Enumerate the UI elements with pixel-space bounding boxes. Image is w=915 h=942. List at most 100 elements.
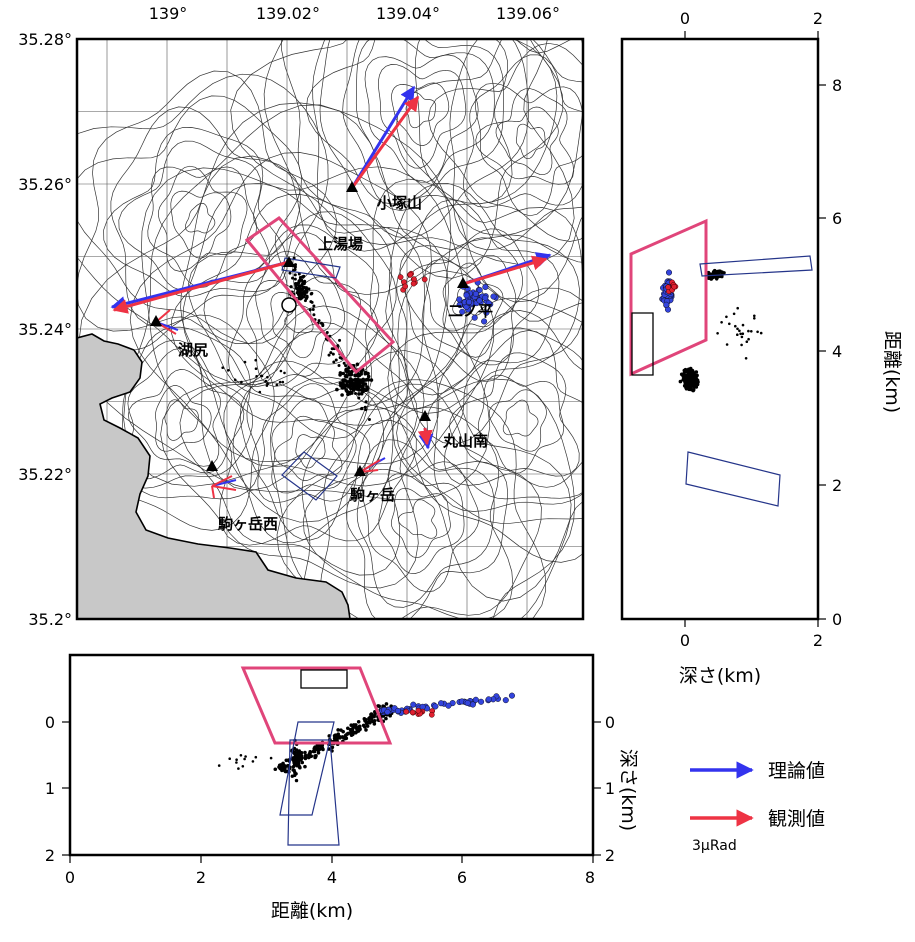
contour-line — [164, 399, 199, 441]
right-side-tick: 8 — [832, 76, 842, 95]
quake-dot — [303, 279, 307, 283]
bottom-x-tick: 0 — [65, 868, 75, 887]
quake-dot — [300, 291, 304, 295]
quake-dot — [740, 335, 744, 339]
bottom-left-tick: 1 — [45, 779, 55, 798]
station-label-kamiyuba: 上湯場 — [318, 235, 363, 253]
bottom-x-tick: 4 — [327, 868, 337, 887]
quake-dot — [358, 378, 363, 383]
quake-dot — [363, 371, 368, 376]
quake-dot — [293, 752, 297, 756]
quake-dot — [345, 380, 350, 384]
contour-line — [118, 140, 270, 291]
quake-dot — [663, 301, 670, 308]
quake-dot — [438, 700, 445, 707]
lat-tick: 35.24° — [18, 320, 72, 339]
quake-dot — [693, 376, 698, 381]
quake-dot — [753, 314, 756, 318]
contour-line — [299, 349, 572, 619]
quake-dot — [410, 280, 417, 287]
contour-line — [428, 42, 583, 242]
quake-dot — [684, 386, 689, 391]
quake-dot — [372, 722, 377, 726]
right-earthquakes — [659, 268, 763, 393]
quake-dot — [260, 374, 264, 378]
quake-dot — [288, 271, 292, 275]
quake-dot — [294, 748, 299, 752]
quake-dot — [296, 751, 300, 755]
contour-line — [415, 39, 583, 303]
quake-dot — [303, 755, 308, 759]
right-black-box — [631, 312, 654, 376]
station-label-maruyama-minami: 丸山南 — [442, 432, 488, 450]
quake-dot — [365, 724, 370, 728]
legend-observed-label: 観測値 — [768, 808, 825, 830]
quake-dot — [284, 764, 288, 768]
legend: 理論値 観測値 3μRad — [690, 760, 825, 854]
quake-dot — [725, 343, 729, 346]
quake-dot — [502, 697, 509, 704]
quake-dot — [739, 332, 742, 336]
quake-dot — [344, 364, 348, 368]
quake-dot — [725, 315, 728, 319]
bottom-right-tick: 0 — [605, 713, 615, 732]
quake-dot — [300, 284, 304, 288]
quake-dot — [402, 283, 409, 290]
quake-dot — [228, 757, 231, 760]
station-label-kozukayama: 小塚山 — [377, 194, 422, 212]
quake-dot — [349, 723, 354, 727]
right-xlabel: 深さ(km) — [679, 665, 761, 687]
lat-tick-labels: 35.28° 35.26° 35.24° 35.22° 35.2° — [18, 30, 72, 629]
quake-dot — [297, 281, 301, 285]
contour-line — [392, 270, 583, 602]
quake-dot — [696, 380, 700, 384]
contour-line — [203, 224, 380, 409]
map-frame — [75, 37, 585, 621]
right-ticks — [684, 31, 826, 627]
quake-dot — [353, 730, 357, 735]
quake-dot — [490, 293, 497, 300]
quake-dot — [221, 366, 224, 370]
right-ylabel: 距離(km) — [881, 331, 903, 413]
quake-dot — [364, 400, 368, 404]
quake-dot — [346, 384, 350, 388]
quake-dot — [280, 766, 284, 771]
quake-dot — [293, 770, 297, 775]
quake-dot — [720, 321, 723, 324]
quake-dot — [463, 292, 470, 299]
quake-dot — [364, 408, 368, 412]
quake-dot — [403, 708, 410, 715]
quake-dot — [738, 329, 741, 333]
quake-dot — [321, 324, 325, 328]
quake-dot — [665, 284, 671, 291]
quake-dot — [299, 287, 303, 291]
quake-dot — [340, 393, 344, 397]
quake-dot — [483, 309, 490, 316]
quake-dot — [308, 308, 312, 312]
quake-dot — [296, 756, 301, 761]
quake-dot — [359, 372, 364, 376]
quake-dot — [298, 765, 302, 770]
quake-dot — [350, 379, 354, 383]
quake-dot — [445, 702, 452, 709]
quake-dot — [747, 329, 750, 333]
lon-tick: 139.04° — [376, 4, 440, 23]
quake-dot — [346, 726, 350, 731]
quake-dot — [340, 381, 344, 385]
quake-dot — [273, 767, 278, 772]
contour-line — [171, 194, 409, 426]
right-side-tick: 6 — [832, 209, 842, 228]
contour-line — [230, 39, 575, 265]
quake-dot — [339, 728, 343, 732]
contour-line — [342, 39, 504, 211]
lat-tick: 35.2° — [28, 610, 72, 629]
right-frame — [620, 37, 820, 621]
quake-dot — [759, 331, 763, 335]
station-labels: 小塚山 上湯場 二ノ平 湖尻 丸山南 駒ヶ岳 駒ヶ岳西 — [178, 194, 493, 533]
contour-line — [155, 385, 212, 452]
quake-dot — [363, 717, 368, 722]
quake-dot — [722, 271, 726, 275]
quake-dot — [689, 376, 694, 380]
quake-dot — [279, 369, 283, 373]
quake-dot — [336, 732, 341, 736]
